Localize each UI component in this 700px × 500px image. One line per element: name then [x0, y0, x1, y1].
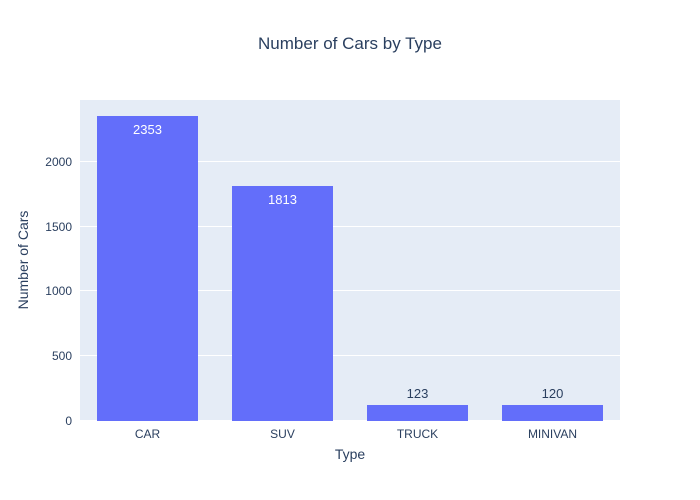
x-tick-label-truck: TRUCK	[396, 427, 439, 441]
gridline	[80, 160, 620, 162]
x-tick-label-minivan: MINIVAN	[527, 427, 578, 441]
gridline	[80, 420, 620, 421]
bar-band: 1813	[215, 100, 350, 421]
bar-minivan[interactable]: 120	[501, 386, 604, 421]
bar-car[interactable]: 2353	[96, 116, 199, 421]
gridlines	[80, 100, 620, 421]
gridline	[80, 290, 620, 292]
x-axis: CAR SUV TRUCK MINIVAN	[80, 427, 620, 441]
y-tick-label: 500	[51, 349, 72, 364]
bar-suv[interactable]: 1813	[231, 186, 334, 421]
gridline	[80, 355, 620, 357]
y-axis: 0 500 1000 1500 2000	[0, 100, 72, 427]
y-tick-label: 0	[65, 414, 72, 428]
bar-value-label: 120	[541, 386, 564, 402]
x-tick-label-suv: SUV	[270, 427, 295, 441]
bars-container: 2353 1813 123 120	[80, 100, 620, 421]
chart-title: Number of Cars by Type	[258, 34, 442, 53]
bar-value-label: 123	[406, 386, 429, 402]
bar-value-label: 2353	[133, 122, 162, 138]
y-tick-label: 1500	[45, 219, 72, 234]
y-tick-label: 1000	[45, 284, 72, 299]
y-tick-label: 2000	[45, 154, 72, 169]
plot-area: 2353 1813 123 120	[80, 100, 620, 421]
gridline	[80, 225, 620, 227]
x-axis-title: Type	[334, 446, 366, 462]
x-tick-label-car: CAR	[134, 427, 161, 441]
bar-band: 123	[350, 100, 485, 421]
bar-value-label: 1813	[268, 192, 297, 208]
bar-truck[interactable]: 123	[366, 386, 469, 421]
bar-band: 120	[485, 100, 620, 421]
bar-band: 2353	[80, 100, 215, 421]
